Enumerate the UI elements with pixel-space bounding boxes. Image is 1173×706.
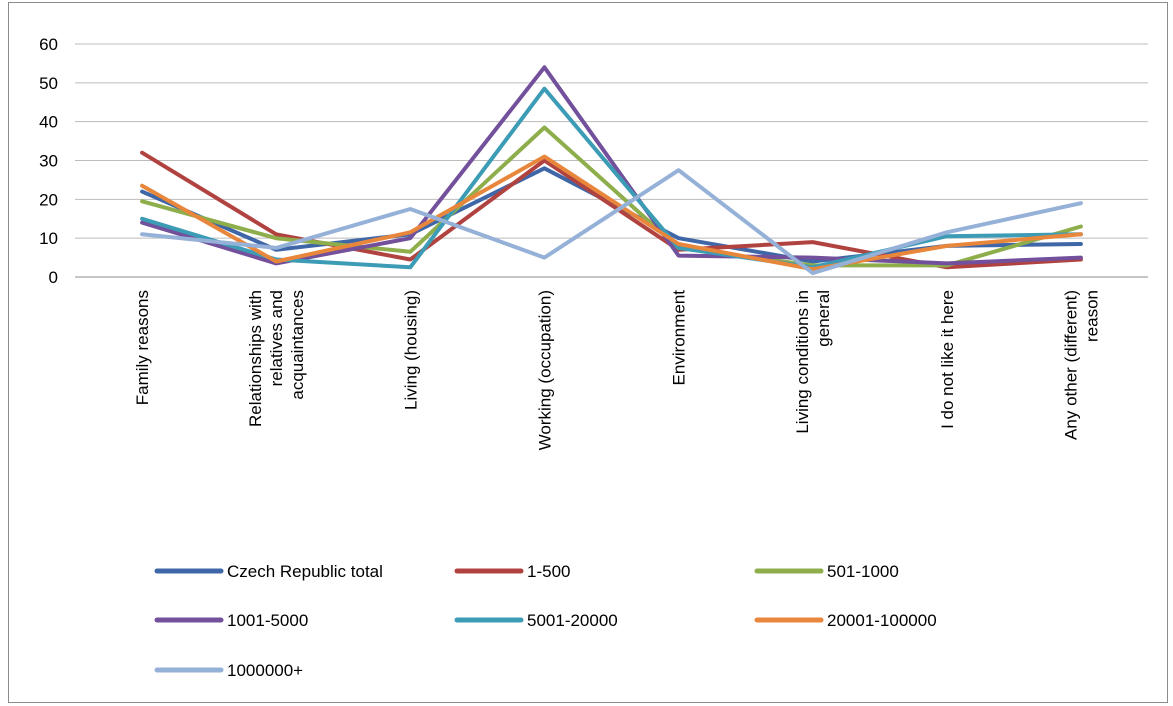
y-tick-label: 10 (39, 229, 58, 248)
legend-label: 5001-20000 (527, 611, 618, 630)
legend-label: 1000000+ (227, 661, 303, 680)
legend-item: 501-1000 (754, 562, 899, 581)
x-category-label-line: I do not like it here (938, 290, 957, 429)
x-category-label-line: Living (housing) (401, 290, 420, 410)
series-lines (140, 65, 1083, 276)
legend-item: 5001-20000 (454, 611, 618, 630)
legend-item: 20001-100000 (754, 611, 937, 630)
y-axis-ticks: 0 10 20 30 40 50 60 (39, 35, 58, 287)
series-line-6 (140, 154, 1083, 272)
y-tick-label: 0 (49, 268, 58, 287)
legend-item: Czech Republic total (154, 562, 383, 581)
y-tick-label: 60 (39, 35, 58, 54)
x-category-label-line: Family reasons (133, 290, 152, 405)
x-category-label-line: Any other (different) (1061, 290, 1080, 440)
legend-label: Czech Republic total (227, 562, 383, 581)
x-category-label-line: Relationships with (246, 290, 265, 427)
x-axis-category-labels: Family reasons Relationships with relative… (133, 290, 1101, 451)
x-category-label: Living (housing) (401, 290, 420, 410)
x-category-label: Working (occupation) (535, 290, 554, 450)
y-tick-label: 50 (39, 74, 58, 93)
x-category-label-line: Working (occupation) (535, 290, 554, 450)
x-category-label: Living conditions in general (793, 290, 833, 434)
series-line-5 (140, 86, 1083, 270)
series-line-7 (140, 168, 1083, 276)
x-category-label: Relationships with relatives and acquainta… (246, 290, 307, 427)
x-category-label-line: reason (1082, 290, 1101, 342)
x-category-label: Family reasons (133, 290, 152, 405)
legend: Czech Republic total 1-500 501-1000 1001-50… (154, 562, 937, 680)
x-category-label-line: acquaintances (288, 290, 307, 400)
x-category-label: Environment (670, 290, 689, 386)
legend-label: 20001-100000 (827, 611, 937, 630)
x-category-label-line: Living conditions in (793, 290, 812, 434)
y-tick-label: 30 (39, 152, 58, 171)
legend-item: 1001-5000 (154, 611, 308, 630)
legend-item: 1000000+ (154, 661, 303, 680)
legend-label: 1-500 (527, 562, 570, 581)
x-category-label: Any other (different) reason (1061, 290, 1101, 440)
legend-label: 1001-5000 (227, 611, 308, 630)
x-category-label-line: relatives and (267, 290, 286, 386)
y-tick-label: 40 (39, 113, 58, 132)
y-tick-label: 20 (39, 190, 58, 209)
legend-label: 501-1000 (827, 562, 899, 581)
chart-frame (8, 2, 1168, 703)
x-category-label: I do not like it here (938, 290, 957, 429)
legend-item: 1-500 (454, 562, 570, 581)
x-category-label-line: general (814, 290, 833, 347)
x-category-label-line: Environment (670, 290, 689, 386)
